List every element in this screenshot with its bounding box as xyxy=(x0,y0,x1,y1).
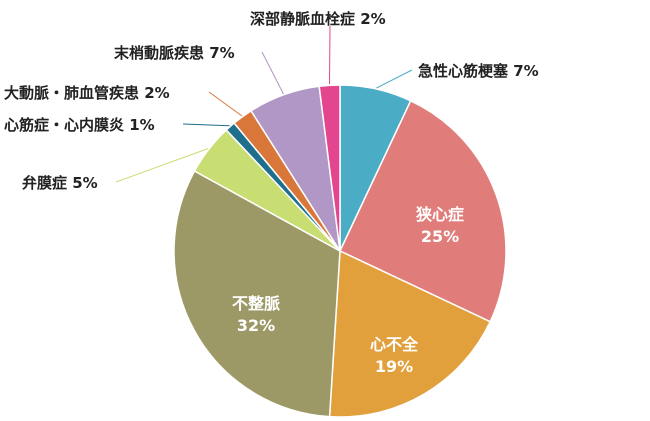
slice-label-6: 心筋症・心内膜炎 1% xyxy=(4,116,155,134)
leader-line-6 xyxy=(182,123,230,127)
slice-value-2: 25% xyxy=(421,227,459,246)
slice-label-5: 弁膜症 5% xyxy=(22,174,98,192)
leader-line-1 xyxy=(376,69,413,89)
slice-label-9: 深部静脈血栓症 2% xyxy=(250,10,386,28)
slice-name-4: 不整脈 xyxy=(232,294,280,313)
slice-name-3: 心不全 xyxy=(370,335,419,354)
slice-name-2: 狭心症 xyxy=(415,205,464,224)
slice-label-8: 末梢動脈疾患 7% xyxy=(114,44,235,62)
slice-label-7: 大動脈・肺血管疾患 2% xyxy=(4,84,170,102)
leader-line-9 xyxy=(329,25,331,85)
slice-value-3: 19% xyxy=(375,357,413,376)
slice-label-1: 急性心筋梗塞 7% xyxy=(418,62,539,80)
leader-line-8 xyxy=(261,51,284,95)
leader-line-7 xyxy=(208,91,243,117)
slice-value-4: 32% xyxy=(237,316,275,335)
pie-slice-4 xyxy=(173,170,341,418)
leader-line-5 xyxy=(115,148,209,183)
pie-slice-9 xyxy=(318,84,341,252)
pie-slice-3 xyxy=(328,249,492,418)
pie-slice-2 xyxy=(339,99,507,323)
